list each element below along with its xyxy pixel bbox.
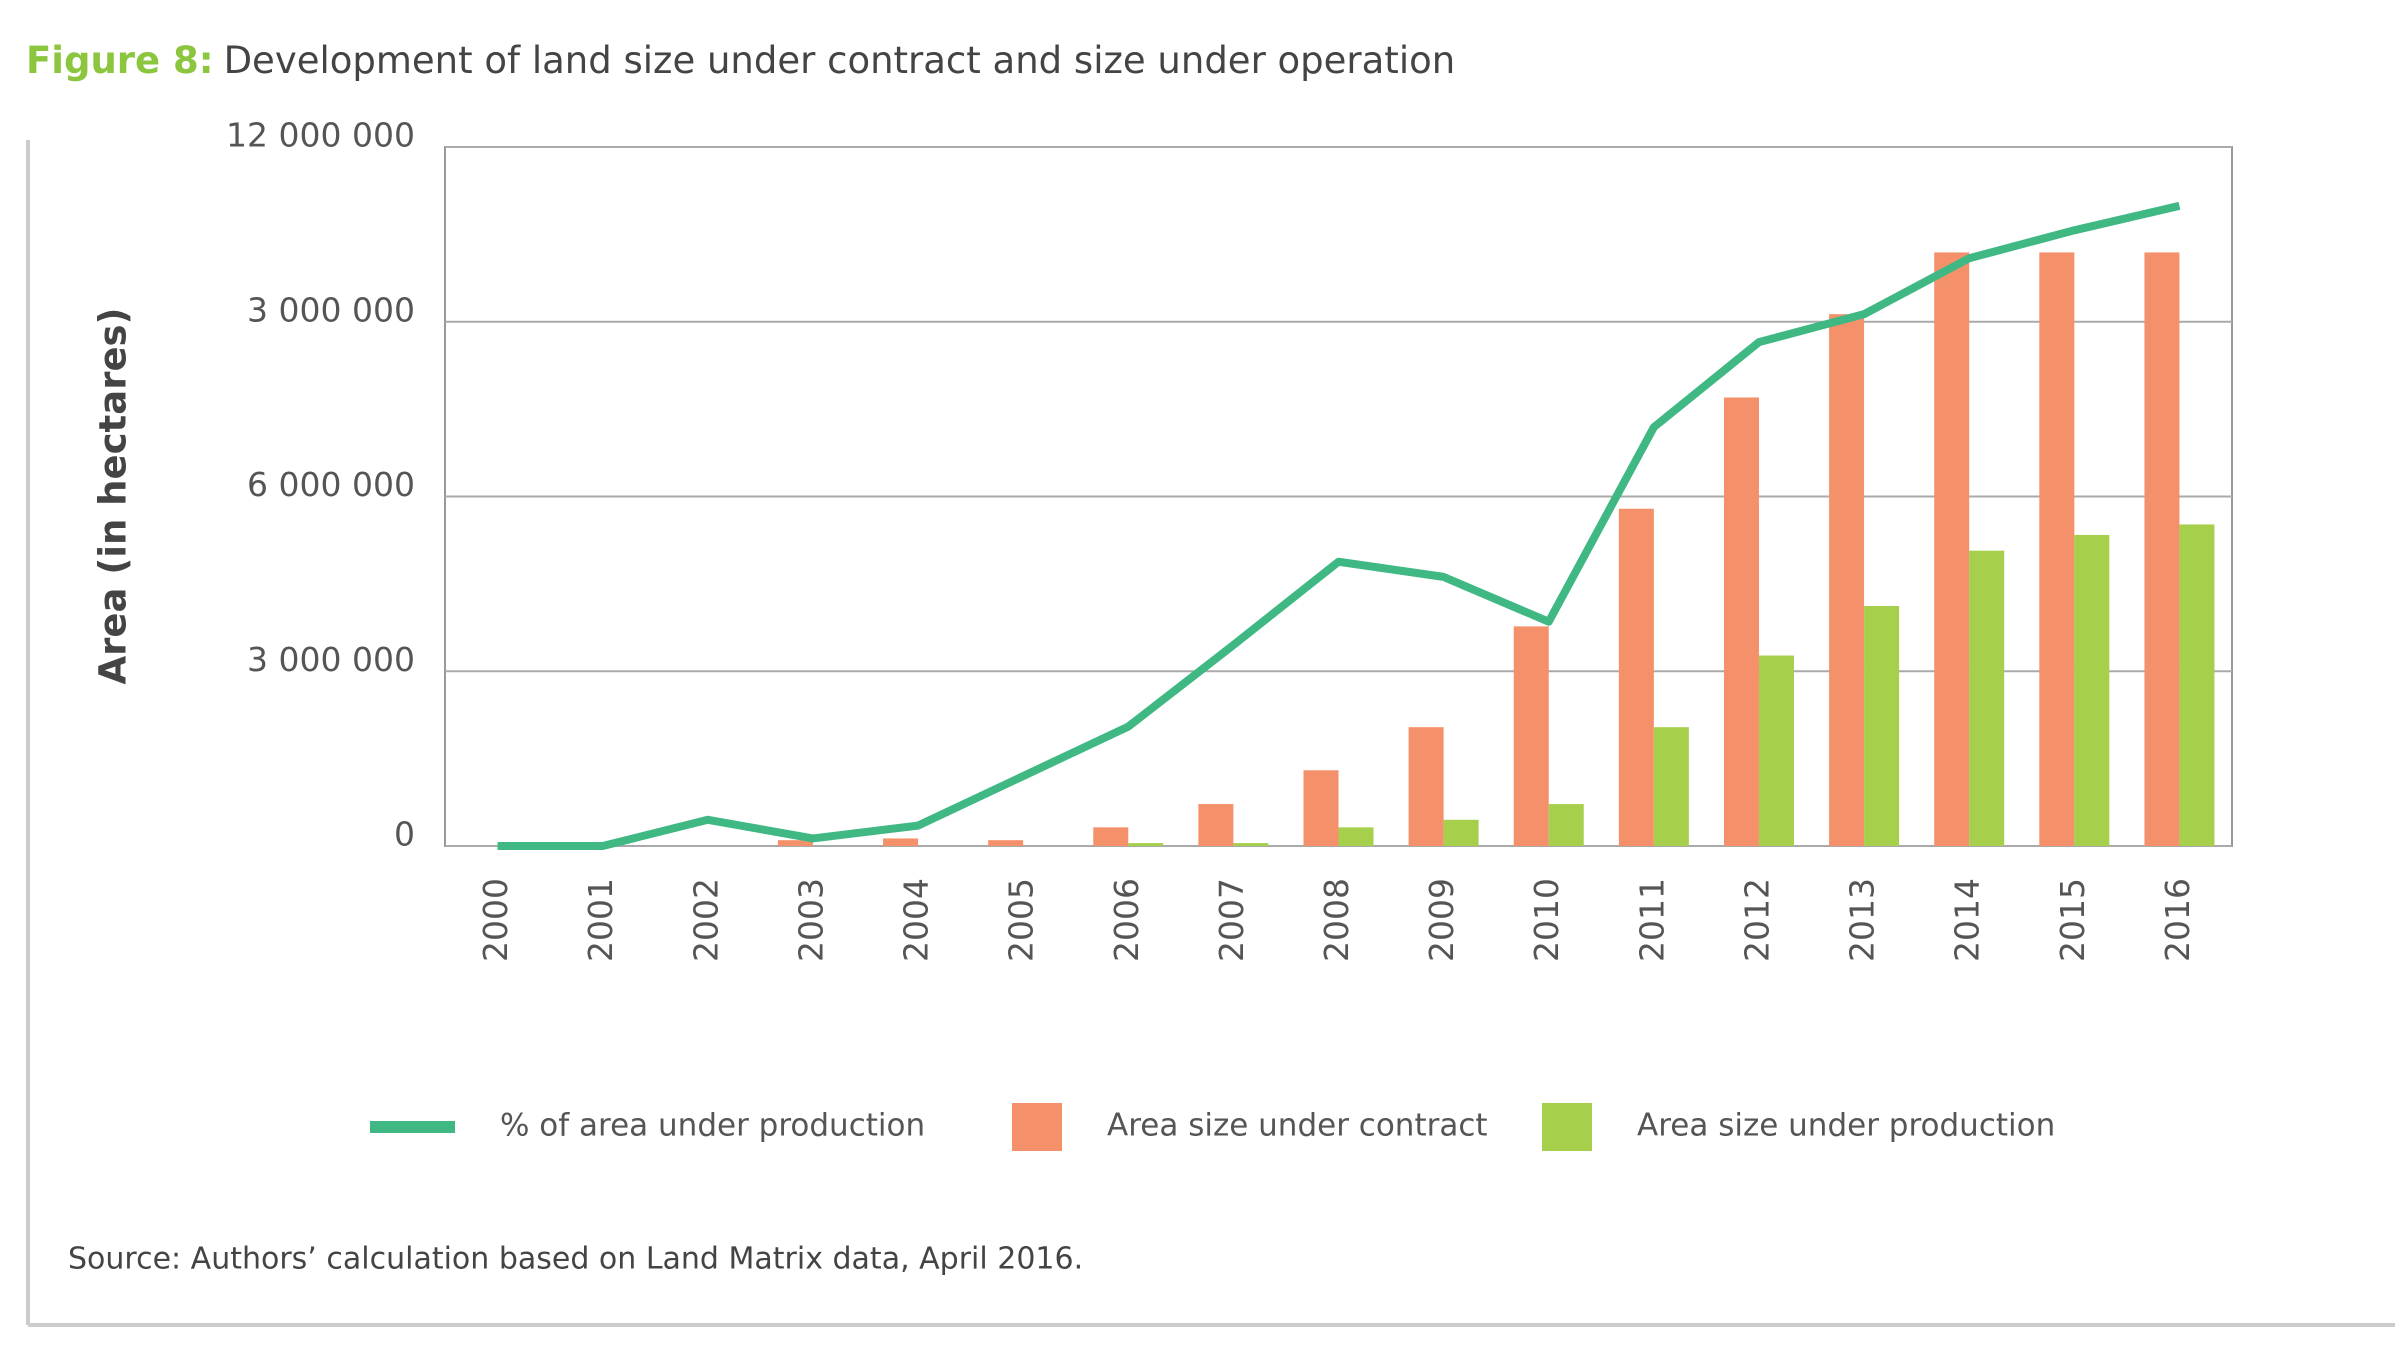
bar [1408,727,1444,846]
x-tick-label: 2001 [581,878,620,962]
legend-swatch [1542,1103,1592,1151]
x-tick-label: 2005 [1002,878,1041,962]
y-tick-label: 0 [394,815,415,854]
bar [2179,524,2215,846]
bar [2144,252,2180,846]
bar [2039,252,2075,846]
line [497,201,2181,850]
bar [883,838,919,846]
figure-label: Figure 8: [26,39,214,82]
bar [1864,606,1900,846]
y-tick-label: 3 000 000 [247,640,415,679]
bar [1303,770,1339,846]
bar [777,840,813,846]
x-tick-label: 2000 [476,878,515,962]
x-tick-label: 2015 [2053,878,2092,962]
chart-title: Development of land size under contract … [224,39,1456,82]
bar [1233,843,1269,846]
bar [1093,827,1129,846]
legend-label: Area size under production [1637,1108,2055,1144]
x-tick-label: 2014 [1948,878,1987,962]
legend-label: % of area under production [500,1108,925,1144]
x-tick-label: 2009 [1422,878,1461,962]
x-tick-label: 2013 [1843,878,1882,962]
y-tick-label: 12 000 000 [226,116,415,155]
x-tick-label: 2011 [1632,878,1671,962]
bar [1128,843,1164,846]
x-tick-label: 2007 [1212,878,1251,962]
bar [1443,819,1479,846]
y-axis-label: Area (in hectares) [92,308,135,685]
y-tick-label: 3 000 000 [247,290,415,329]
bar [1618,508,1654,846]
x-tick-label: 2008 [1317,878,1356,962]
x-tick-label: 2016 [2158,878,2197,962]
legend-label: Area size under contract [1107,1108,1488,1144]
bar [1829,314,1865,846]
x-tick-label: 2010 [1527,878,1566,962]
bar [1198,804,1234,846]
bar [1969,550,2005,846]
bar [1653,727,1689,846]
legend-swatch [1012,1103,1062,1151]
bar [1513,626,1549,846]
chart-heading: Figure 8: Development of land size under … [26,39,1455,82]
bar [988,840,1024,846]
bar [1548,804,1584,846]
x-tick-label: 2003 [791,878,830,962]
bar [1758,655,1794,846]
y-tick-label: 6 000 000 [247,465,415,504]
bar [1934,252,1970,846]
bar [2074,534,2110,846]
x-tick-label: 2006 [1107,878,1146,962]
x-tick-label: 2012 [1737,878,1776,962]
x-tick-label: 2002 [686,878,725,962]
bar [1723,397,1759,846]
x-tick-label: 2004 [897,878,936,962]
source-note: Source: Authors’ calculation based on La… [68,1242,1083,1277]
bar [1338,827,1374,846]
